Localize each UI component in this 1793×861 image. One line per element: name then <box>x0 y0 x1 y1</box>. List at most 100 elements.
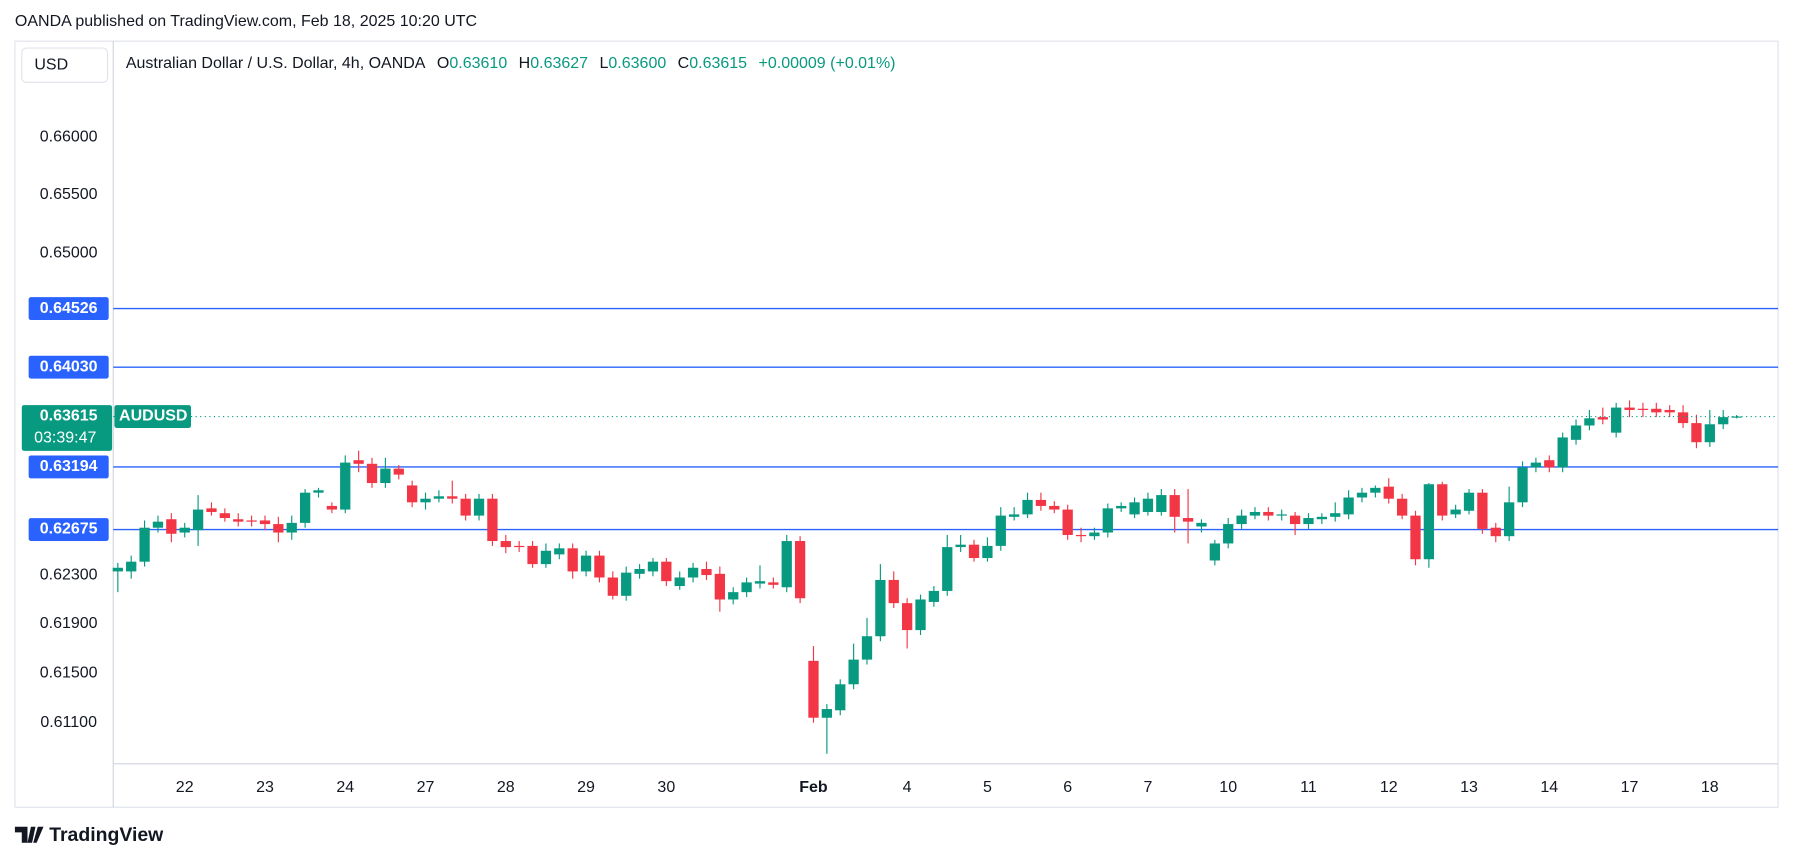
y-tick-label: 0.65500 <box>40 186 98 203</box>
candle-body <box>1530 462 1542 468</box>
candle-body <box>942 547 953 591</box>
candle-body <box>621 572 632 596</box>
candle-body <box>447 496 458 499</box>
candle-body <box>728 592 739 600</box>
candle-body <box>888 579 899 604</box>
candle-body <box>540 550 552 565</box>
candle-body <box>206 508 217 512</box>
x-tick-label: 17 <box>1621 779 1639 796</box>
ohlc-header: Australian Dollar / U.S. Dollar, 4h, OAN… <box>126 55 896 72</box>
x-tick-label: 10 <box>1219 779 1237 796</box>
candle-body <box>1330 513 1341 517</box>
published-note: OANDA published on TradingView.com, Feb … <box>15 13 477 30</box>
candle-body <box>1637 408 1649 410</box>
candle-body <box>473 498 485 516</box>
candle-body <box>607 577 618 596</box>
x-tick-label: 22 <box>176 779 194 796</box>
y-tick-label: 0.61900 <box>40 615 98 632</box>
candle-body <box>1223 524 1234 544</box>
candle-body <box>299 492 311 523</box>
candle-body <box>567 548 578 572</box>
candle-body <box>995 515 1006 546</box>
candle-body <box>794 541 806 599</box>
candle-body <box>768 582 779 585</box>
candle-body <box>661 561 672 582</box>
candle-body <box>1396 498 1408 516</box>
candle-body <box>1209 543 1220 561</box>
candle-body <box>139 527 150 562</box>
candle-body <box>1009 514 1020 517</box>
candle-body <box>1557 437 1568 468</box>
candle-body <box>1249 511 1261 516</box>
candle-body <box>1075 534 1087 537</box>
chart-frame <box>14 40 1779 808</box>
candle-body <box>1437 484 1448 516</box>
candle-body <box>1116 505 1127 509</box>
candle-body <box>848 659 859 685</box>
candle-body <box>1624 407 1635 410</box>
x-tick-label: Feb <box>799 779 828 796</box>
symbol-title: Australian Dollar / U.S. Dollar, 4h, OAN… <box>126 55 426 72</box>
candle-body <box>380 468 391 484</box>
candle-body <box>1236 515 1247 525</box>
level-label-box <box>28 455 109 479</box>
candle-body <box>112 567 123 572</box>
countdown: 03:39:47 <box>34 429 96 446</box>
candle-body <box>1490 527 1501 537</box>
x-tick-label: 6 <box>1063 779 1072 796</box>
candle-body <box>500 541 511 548</box>
candle-body <box>808 660 819 718</box>
symbol-box <box>114 405 192 428</box>
candle-body <box>273 524 284 533</box>
candle-body <box>179 527 190 533</box>
candle-body <box>1584 418 1595 426</box>
candle-body <box>741 582 752 593</box>
candle-body <box>1597 417 1608 420</box>
candle-body <box>901 603 913 631</box>
candle-body <box>1343 497 1354 515</box>
candle-body <box>1664 409 1675 413</box>
candle-body <box>1677 412 1689 424</box>
candle-body <box>594 555 605 578</box>
candle-body <box>1570 425 1582 440</box>
level-label-box <box>28 297 109 321</box>
currency-box[interactable] <box>21 47 109 83</box>
candle-body <box>1651 408 1662 413</box>
candle-body <box>915 599 926 631</box>
candle-body <box>1383 486 1394 499</box>
candle-body <box>955 544 966 548</box>
candle-body <box>1035 499 1047 506</box>
candle-body <box>1731 416 1742 418</box>
close-value: 0.63615 <box>689 55 747 72</box>
candle-body <box>1450 509 1461 515</box>
open-label: O <box>437 55 449 72</box>
x-tick-label: 23 <box>256 779 274 796</box>
level-label: 0.63194 <box>40 458 98 475</box>
candle-body <box>968 544 980 559</box>
y-tick-label: 0.66000 <box>40 128 98 145</box>
candle-body <box>340 462 351 510</box>
candle-body <box>1169 495 1180 517</box>
candle-body <box>1718 417 1729 425</box>
x-tick-label: 5 <box>983 779 992 796</box>
x-tick-label: 24 <box>336 779 354 796</box>
candle-body <box>1423 484 1435 560</box>
x-tick-label: 27 <box>417 779 435 796</box>
candle-body <box>166 519 177 534</box>
candle-body <box>1156 495 1167 512</box>
level-label: 0.64030 <box>40 358 98 375</box>
candle-body <box>875 579 886 637</box>
candle-body <box>406 485 418 503</box>
candle-body <box>460 498 471 516</box>
candle-body <box>219 513 230 519</box>
candle-body <box>1316 516 1327 520</box>
candle-body <box>246 520 257 522</box>
candle-body <box>1356 492 1368 498</box>
candle-body <box>1410 515 1421 560</box>
candle-body <box>514 545 525 548</box>
candle-body <box>647 561 659 572</box>
candle-body <box>1049 505 1060 510</box>
candle-body <box>527 545 538 565</box>
